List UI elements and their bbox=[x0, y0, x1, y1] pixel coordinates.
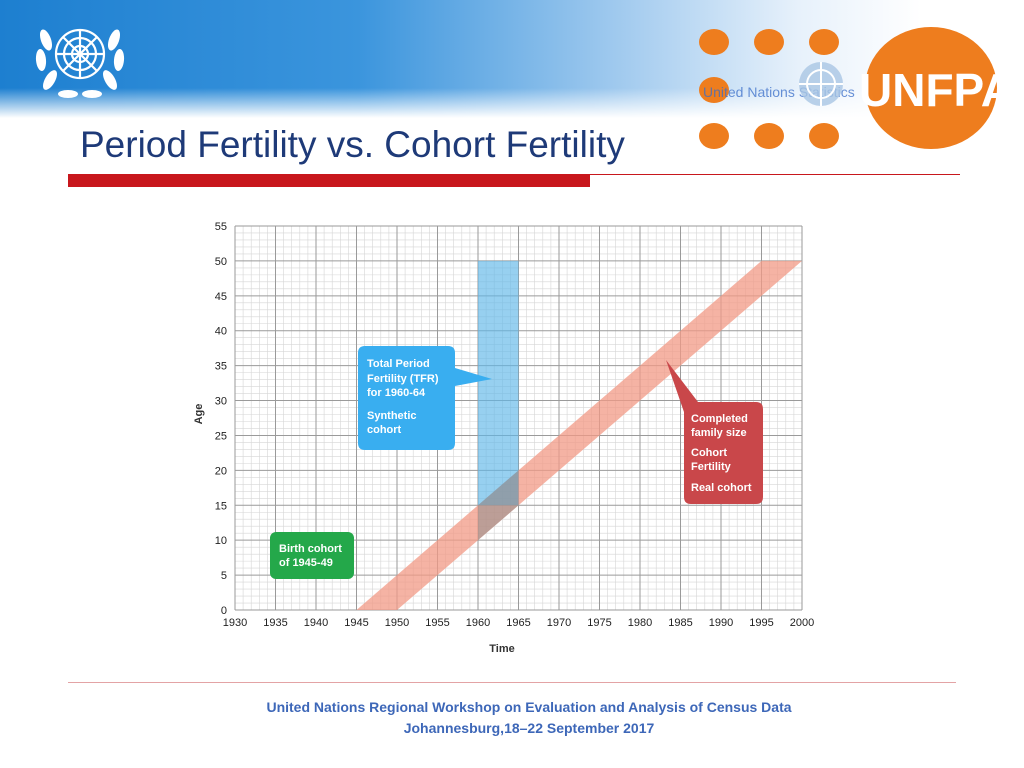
footer-workshop-title: United Nations Regional Workshop on Eval… bbox=[266, 699, 792, 715]
y-tick-label: 25 bbox=[215, 430, 227, 442]
x-tick-label: 1930 bbox=[223, 617, 247, 629]
cohort-callout-text: Completed family size Cohort Fertility R… bbox=[691, 413, 752, 494]
x-tick-label: 1945 bbox=[344, 617, 368, 629]
y-tick-label: 15 bbox=[215, 500, 227, 512]
cohort-callout-line: Fertility bbox=[691, 461, 732, 473]
header-banner-fade bbox=[0, 88, 1024, 118]
period-callout: Total Period Fertility (TFR) for 1960-64… bbox=[358, 346, 492, 450]
x-tick-label: 1950 bbox=[385, 617, 409, 629]
y-tick-label: 30 bbox=[215, 396, 227, 408]
x-tick-label: 2000 bbox=[790, 617, 814, 629]
y-tick-label: 40 bbox=[215, 326, 227, 338]
dot bbox=[754, 123, 784, 149]
x-tick-label: 1970 bbox=[547, 617, 571, 629]
footer-divider bbox=[68, 682, 956, 683]
x-tick-label: 1965 bbox=[506, 617, 530, 629]
dot bbox=[754, 29, 784, 55]
y-tick-label: 35 bbox=[215, 361, 227, 373]
y-tick-label: 50 bbox=[215, 256, 227, 268]
y-tick-label: 55 bbox=[215, 221, 227, 233]
dot bbox=[809, 29, 839, 55]
footer-location-date: Johannesburg,18–22 September 2017 bbox=[403, 720, 655, 736]
slide-title: Period Fertility vs. Cohort Fertility bbox=[80, 124, 625, 165]
period-callout-line: for 1960-64 bbox=[367, 387, 426, 399]
x-tick-label: 1960 bbox=[466, 617, 490, 629]
dot bbox=[699, 29, 729, 55]
unfpa-logo-icon: UNFPA bbox=[799, 27, 997, 149]
cohort-callout-line: Completed bbox=[691, 413, 748, 425]
x-tick-label: 1995 bbox=[749, 617, 773, 629]
title-underline-bar bbox=[68, 174, 590, 187]
y-tick-label: 10 bbox=[215, 535, 227, 547]
cohort-callout-line: Cohort bbox=[691, 447, 727, 459]
cohort-callout-line: Real cohort bbox=[691, 482, 752, 494]
period-band bbox=[478, 260, 519, 506]
birth-callout: Birth cohort of 1945-49 bbox=[270, 532, 354, 579]
cohort-callout-line: family size bbox=[691, 427, 747, 439]
period-callout-text: Total Period Fertility (TFR) for 1960-64… bbox=[367, 358, 442, 436]
period-callout-box bbox=[358, 346, 492, 450]
fertility-lexis-diagram: 1930 1935 1940 1945 1950 1955 1960 1965 1970 1975… bbox=[193, 221, 814, 655]
dot bbox=[809, 123, 839, 149]
x-tick-label: 1955 bbox=[425, 617, 449, 629]
x-tick-label: 1940 bbox=[304, 617, 328, 629]
birth-callout-line: Birth cohort bbox=[279, 543, 342, 555]
y-axis-label: Age bbox=[193, 404, 205, 425]
cohort-callout-box bbox=[666, 360, 763, 504]
y-tick-label: 20 bbox=[215, 465, 227, 477]
period-callout-line: Total Period bbox=[367, 358, 430, 370]
y-tick-label: 5 bbox=[221, 570, 227, 582]
un-emblem-icon bbox=[35, 28, 125, 98]
x-tick-labels: 1930 1935 1940 1945 1950 1955 1960 1965 1970 1975… bbox=[223, 617, 814, 629]
dot bbox=[699, 77, 729, 103]
unfpa-logo-text: UNFPA bbox=[859, 64, 997, 116]
birth-callout-line: of 1945-49 bbox=[279, 557, 333, 569]
birth-callout-box bbox=[270, 532, 354, 579]
cohort-callout: Completed family size Cohort Fertility R… bbox=[666, 360, 763, 504]
x-tick-label: 1980 bbox=[628, 617, 652, 629]
x-tick-label: 1990 bbox=[709, 617, 733, 629]
x-axis-label: Time bbox=[489, 643, 514, 655]
period-callout-line: Fertility (TFR) bbox=[367, 373, 439, 385]
period-callout-line: cohort bbox=[367, 424, 402, 436]
x-tick-label: 1935 bbox=[263, 617, 287, 629]
cohort-band bbox=[356, 260, 802, 610]
birth-callout-text: Birth cohort of 1945-49 bbox=[279, 543, 345, 569]
x-tick-label: 1985 bbox=[668, 617, 692, 629]
unfpa-dots-decoration bbox=[699, 29, 839, 151]
period-cohort-overlap bbox=[478, 470, 519, 541]
period-callout-line: Synthetic bbox=[367, 410, 417, 422]
x-tick-label: 1975 bbox=[587, 617, 611, 629]
title-underline-line bbox=[590, 174, 960, 175]
dot bbox=[699, 123, 729, 149]
y-tick-label: 45 bbox=[215, 291, 227, 303]
y-tick-label: 0 bbox=[221, 605, 227, 617]
y-tick-labels: 0 5 10 15 20 25 30 35 40 45 50 55 bbox=[215, 221, 227, 617]
